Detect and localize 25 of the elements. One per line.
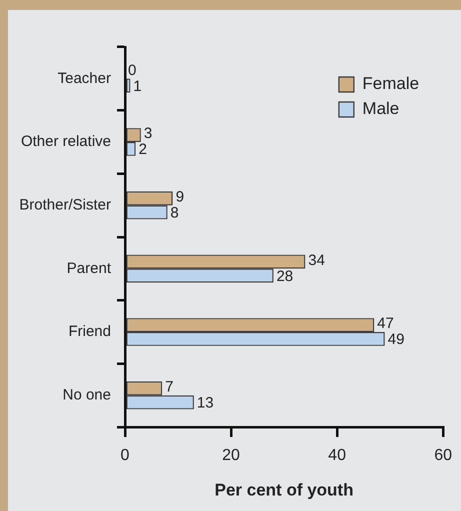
x-tick-label: 20 — [222, 447, 240, 464]
y-tick-label: Other relative — [20, 133, 111, 150]
data-label: 47 — [377, 315, 394, 332]
data-label: 8 — [170, 204, 179, 222]
x-axis-title: Per cent of youth — [214, 480, 354, 500]
x-tick-label: 40 — [328, 447, 346, 464]
x-tick-label: 0 — [120, 447, 130, 464]
data-label: 13 — [196, 394, 214, 412]
x-tick-label: 60 — [434, 447, 452, 464]
data-label: 0 — [128, 62, 136, 79]
data-label: 7 — [165, 378, 174, 396]
y-tick-label: Friend — [68, 323, 111, 340]
legend-label: Female — [362, 74, 420, 94]
legend-label: Male — [362, 99, 400, 118]
data-label: 2 — [138, 141, 147, 158]
y-tick-label: Teacher — [58, 70, 111, 87]
y-tick-label: Parent — [66, 260, 112, 277]
data-label: 28 — [276, 268, 294, 285]
data-label: 1 — [133, 78, 142, 95]
y-tick-label: Brother/Sister — [19, 196, 111, 214]
y-tick-label: No one — [62, 386, 111, 404]
data-label: 49 — [388, 331, 404, 348]
data-label: 3 — [144, 125, 152, 142]
data-label: 34 — [308, 252, 325, 269]
data-label: 9 — [176, 188, 184, 206]
